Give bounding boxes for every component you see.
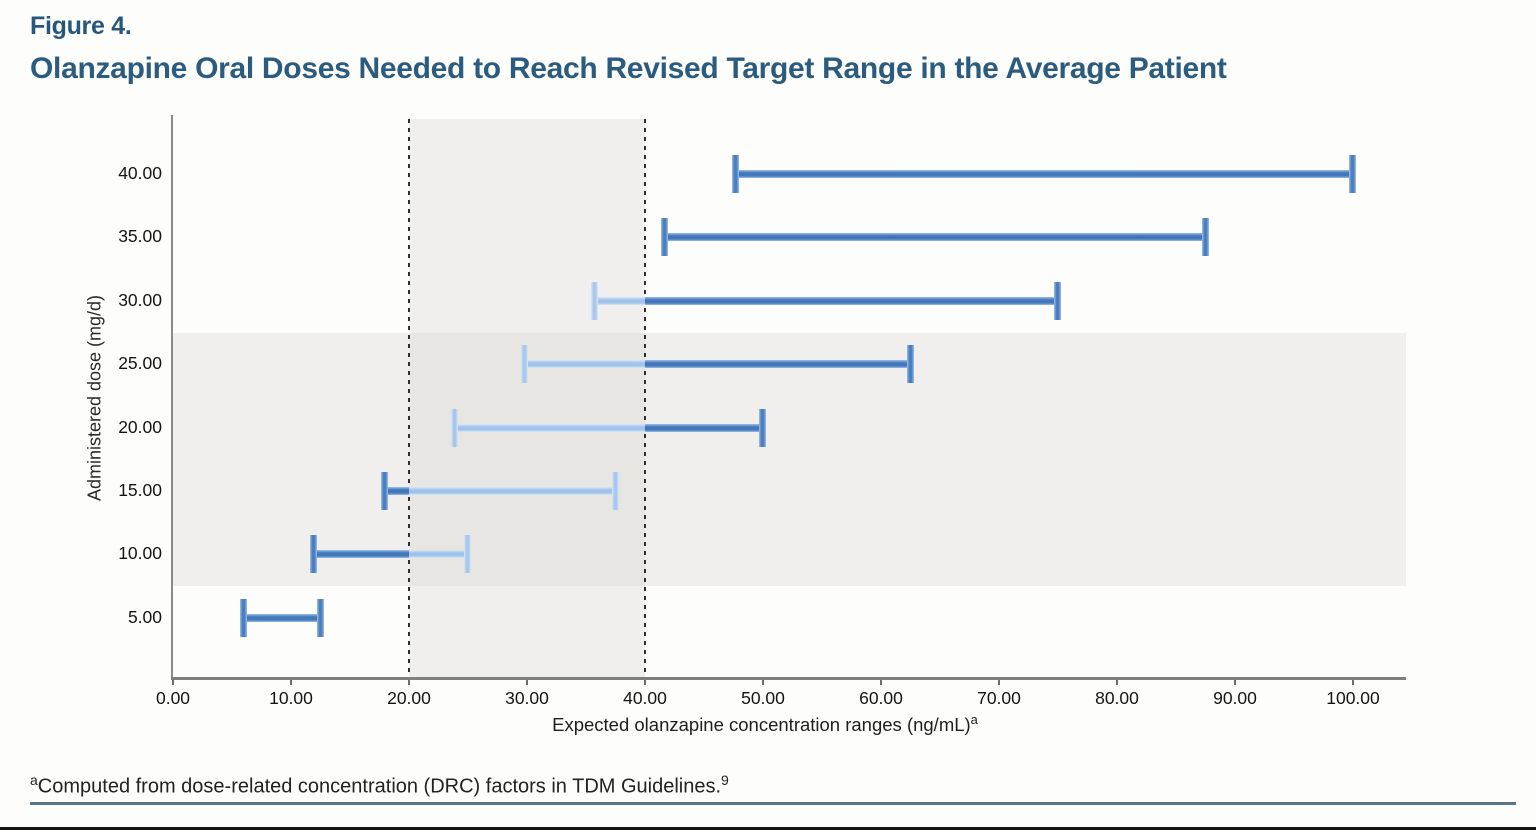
dose-highlight-band	[172, 332, 1406, 587]
y-tick-label: 25.00	[118, 353, 162, 374]
x-tick-mark	[1116, 680, 1118, 685]
bar-segment	[243, 613, 321, 622]
y-tick-label: 15.00	[118, 480, 162, 500]
y-tick-label: 35.00	[118, 226, 162, 247]
target-range-band	[409, 119, 645, 677]
footnote: aComputed from dose-related concentratio…	[30, 772, 729, 799]
x-tick-label: 70.00	[977, 688, 1021, 708]
x-tick-label: 10.00	[269, 688, 313, 708]
bar-segment	[409, 550, 468, 559]
x-tick-mark	[408, 680, 410, 685]
x-axis-title-superscript: a	[970, 712, 978, 727]
x-tick-mark	[644, 680, 646, 685]
bar-cap-left	[310, 535, 318, 574]
x-tick-label: 0.00	[155, 688, 191, 708]
bar-cap-left	[240, 598, 248, 637]
bar-cap-left	[731, 155, 739, 193]
footnote-text: Computed from dose-related concentration…	[37, 775, 722, 798]
bar-cap-left	[591, 281, 599, 320]
bar-segment	[409, 487, 616, 495]
x-tick-mark	[526, 680, 528, 685]
y-tick-label: 40.00	[118, 163, 162, 183]
bar-segment	[453, 423, 645, 432]
x-axis-line	[171, 677, 1406, 680]
figure-title: Olanzapine Oral Doses Needed to Reach Re…	[30, 52, 1227, 85]
figure-label: Figure 4.	[30, 12, 132, 40]
bar-cap-right	[316, 598, 324, 637]
y-tick-label: 10.00	[118, 543, 162, 564]
x-tick-label: 30.00	[505, 688, 549, 708]
footnote-rule	[30, 802, 1516, 805]
x-tick-mark	[880, 680, 882, 685]
bar-cap-left	[661, 218, 669, 257]
bar-segment	[645, 360, 911, 369]
bar-segment	[313, 550, 409, 559]
x-tick-label: 20.00	[387, 688, 431, 708]
bar-cap-right	[1349, 155, 1356, 193]
y-axis-title: Administered dose (mg/d)	[84, 294, 105, 502]
bar-cap-right	[906, 345, 914, 384]
bar-segment	[734, 170, 1353, 178]
y-tick-label: 20.00	[118, 416, 162, 437]
bar-segment	[524, 360, 645, 369]
x-axis-title-text: Expected olanzapine concentration ranges…	[552, 714, 971, 736]
page-bottom-edge	[0, 827, 1536, 830]
bar-segment	[645, 296, 1058, 305]
x-tick-mark	[998, 680, 1000, 685]
x-tick-label: 50.00	[741, 688, 785, 708]
bar-cap-right	[611, 472, 619, 510]
bar-segment	[383, 487, 409, 495]
bar-cap-right	[759, 408, 766, 447]
bar-cap-left	[450, 408, 458, 447]
bar-cap-right	[1054, 281, 1061, 320]
bar-cap-right	[464, 535, 471, 574]
x-tick-label: 90.00	[1213, 688, 1257, 708]
footnote-marker: a	[30, 772, 38, 788]
y-tick-label: 30.00	[118, 289, 162, 310]
x-tick-mark	[172, 680, 174, 685]
x-tick-label: 80.00	[1095, 688, 1139, 708]
y-axis-line	[171, 115, 173, 679]
x-tick-label: 40.00	[623, 688, 667, 708]
target-boundary-dashed-line-upper	[644, 119, 646, 678]
y-tick-label: 5.00	[127, 606, 162, 627]
x-tick-mark	[1352, 680, 1354, 685]
x-tick-label: 60.00	[859, 688, 903, 708]
bar-cap-right	[1201, 218, 1209, 257]
x-tick-mark	[1234, 680, 1236, 685]
x-tick-label: 100.00	[1326, 688, 1380, 708]
x-tick-mark	[762, 680, 764, 685]
bar-segment	[664, 233, 1206, 242]
bar-cap-left	[380, 472, 388, 510]
x-tick-mark	[290, 680, 292, 685]
bar-segment	[645, 423, 763, 432]
target-boundary-dashed-line-lower	[408, 119, 410, 678]
bar-segment	[594, 296, 645, 305]
x-axis-title: Expected olanzapine concentration ranges…	[552, 712, 978, 736]
footnote-reference: 9	[721, 772, 729, 788]
bar-cap-left	[521, 345, 529, 384]
